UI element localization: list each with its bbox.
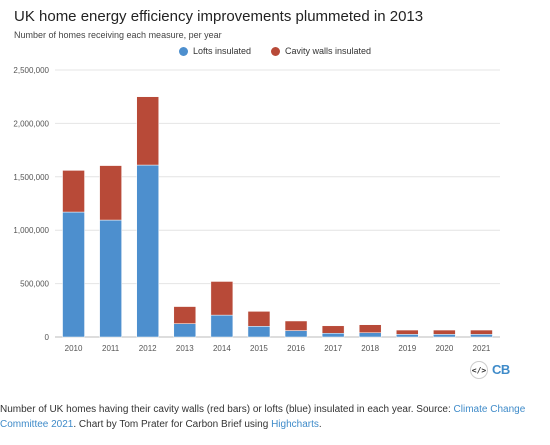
bar-cavity-walls-insulated <box>136 96 159 166</box>
legend-item-lofts[interactable]: Lofts insulated <box>178 46 251 56</box>
x-tick-label: 2016 <box>287 344 305 353</box>
y-tick-label: 500,000 <box>20 280 49 289</box>
y-tick-label: 2,000,000 <box>13 119 49 128</box>
legend-item-cavity-walls[interactable]: Cavity walls insulated <box>271 46 371 56</box>
bar-lofts-insulated <box>247 326 271 338</box>
y-tick-label: 2,500,000 <box>13 66 49 75</box>
stacked-bar-chart: 0 500,000 1,000,000 1,500,000 2,000,000 2,500… <box>13 66 500 353</box>
source-link[interactable]: Climate Change Committee 2021 <box>0 404 526 430</box>
x-tick-label: 2018 <box>361 344 379 353</box>
bar-cavity-walls-insulated <box>433 329 456 335</box>
bar-cavity-walls-insulated <box>247 311 271 327</box>
x-tick-label: 2010 <box>65 344 83 353</box>
legend-label-cavity-walls: Cavity walls insulated <box>285 46 372 56</box>
bar-lofts-insulated <box>321 333 345 338</box>
bar-cavity-walls-insulated <box>173 306 197 324</box>
bar-lofts-insulated <box>396 334 419 338</box>
y-tick-label: 0 <box>45 333 50 342</box>
chart-caption: Number of UK homes having their cavity w… <box>0 402 540 432</box>
bar-lofts-insulated <box>99 219 122 338</box>
x-tick-label: 2019 <box>398 344 416 353</box>
caption-text-1: Number of UK homes having their cavity w… <box>0 404 454 415</box>
x-tick-label: 2011 <box>102 344 120 353</box>
bar-lofts-insulated <box>470 334 493 338</box>
bar-cavity-walls-insulated <box>284 320 308 331</box>
x-tick-label: 2014 <box>213 344 231 353</box>
highcharts-link[interactable]: Highcharts <box>271 419 319 430</box>
carbon-brief-logo: CB <box>492 362 510 377</box>
bar-cavity-walls-insulated <box>470 329 493 335</box>
chart-legend: Lofts insulated Cavity walls insulated <box>0 46 550 56</box>
legend-swatch-cavity-walls <box>271 46 280 56</box>
bar-lofts-insulated <box>136 164 159 338</box>
bar-lofts-insulated <box>433 334 456 338</box>
embed-code-icon[interactable]: </> <box>470 361 488 379</box>
x-tick-label: 2012 <box>139 344 157 353</box>
caption-text-3: . <box>318 419 322 430</box>
bar-lofts-insulated <box>173 323 197 338</box>
x-tick-label: 2013 <box>176 344 194 353</box>
bar-cavity-walls-insulated <box>99 165 122 221</box>
bar-cavity-walls-insulated <box>358 324 382 333</box>
bar-lofts-insulated <box>358 332 382 338</box>
bar-cavity-walls-insulated <box>321 325 345 334</box>
bar-cavity-walls-insulated <box>396 329 419 335</box>
legend-swatch-lofts <box>178 46 188 56</box>
bar-lofts-insulated <box>62 211 85 338</box>
caption-text-2: . Chart by Tom Prater for Carbon Brief u… <box>73 419 272 430</box>
y-tick-label: 1,500,000 <box>13 173 49 182</box>
bar-lofts-insulated <box>210 314 234 338</box>
x-tick-label: 2015 <box>250 344 268 353</box>
chart-title: UK home energy efficiency improvements p… <box>14 8 424 25</box>
y-tick-label: 1,000,000 <box>13 226 49 235</box>
x-tick-label: 2017 <box>324 344 342 353</box>
legend-label-lofts: Lofts insulated <box>192 46 251 56</box>
x-tick-label: 2020 <box>435 344 453 353</box>
chart-subtitle: Number of homes receiving each measure, … <box>14 30 222 40</box>
bar-cavity-walls-insulated <box>62 170 85 213</box>
bar-lofts-insulated <box>284 330 308 338</box>
x-tick-label: 2021 <box>473 344 491 353</box>
bar-cavity-walls-insulated <box>210 281 234 316</box>
